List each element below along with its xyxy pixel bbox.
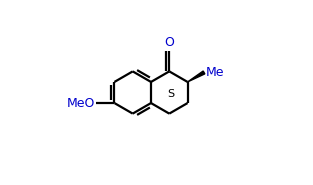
Text: Me: Me bbox=[206, 66, 224, 79]
Polygon shape bbox=[187, 71, 205, 82]
Text: S: S bbox=[167, 89, 175, 99]
Text: MeO: MeO bbox=[66, 97, 95, 110]
Text: O: O bbox=[164, 36, 174, 49]
